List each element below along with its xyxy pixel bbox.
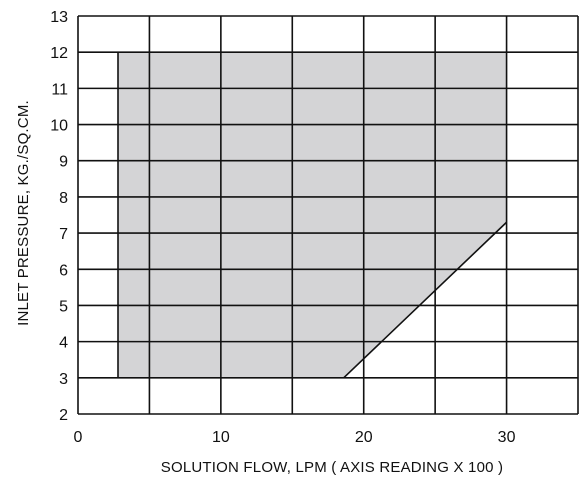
y-axis-label: INLET PRESSURE, KG./SQ.CM. bbox=[15, 100, 32, 326]
x-tick-label: 20 bbox=[355, 429, 373, 446]
y-tick-label: 12 bbox=[50, 45, 68, 62]
y-tick-label: 11 bbox=[51, 81, 68, 98]
y-tick-label: 10 bbox=[50, 118, 68, 135]
y-tick-label: 9 bbox=[59, 154, 68, 171]
y-tick-label: 8 bbox=[59, 190, 68, 207]
x-tick-label: 0 bbox=[74, 429, 83, 446]
y-tick-label: 6 bbox=[59, 262, 68, 279]
y-tick-label: 7 bbox=[59, 226, 68, 243]
y-tick-label: 2 bbox=[59, 407, 68, 424]
x-tick-label: 30 bbox=[498, 429, 516, 446]
grid-layer bbox=[77, 15, 579, 415]
operating-region-layer bbox=[117, 52, 508, 379]
y-tick-label: 13 bbox=[50, 9, 68, 26]
y-tick-label: 3 bbox=[59, 371, 68, 388]
x-axis-label: SOLUTION FLOW, LPM ( AXIS READING X 100 … bbox=[161, 459, 503, 476]
operating-region bbox=[118, 52, 507, 378]
y-tick-label: 4 bbox=[59, 335, 68, 352]
x-tick-labels: 0 10 20 30 bbox=[74, 429, 516, 446]
y-tick-labels: 2 3 4 5 6 7 8 9 10 11 12 13 bbox=[50, 9, 68, 424]
y-tick-label: 5 bbox=[59, 298, 68, 315]
region-boundary-line bbox=[343, 221, 508, 379]
x-tick-label: 10 bbox=[212, 429, 230, 446]
